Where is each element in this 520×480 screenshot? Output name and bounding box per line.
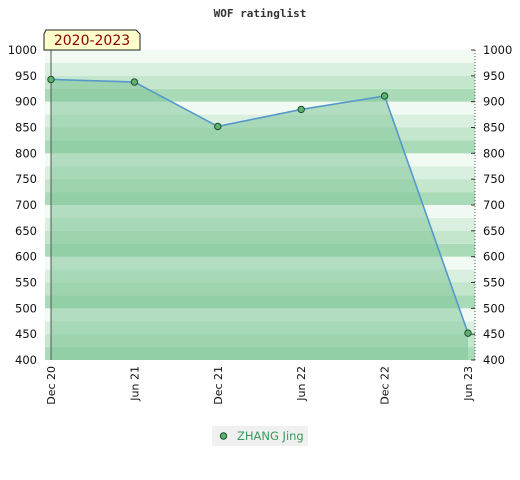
y-tick-label-left: 950 xyxy=(15,69,37,83)
series-line xyxy=(50,78,469,334)
x-tick-label: Jun 23 xyxy=(462,366,475,402)
y-tick-label-right: 700 xyxy=(483,198,505,212)
y-tick-label-right: 950 xyxy=(483,69,505,83)
y-tick-label-left: 450 xyxy=(15,327,37,341)
legend-box xyxy=(212,426,308,446)
data-point xyxy=(130,78,139,86)
period-badge-text: 2020-2023 xyxy=(54,33,130,49)
y-tick-label-right: 800 xyxy=(483,146,505,160)
legend-marker xyxy=(219,432,228,440)
legend: ZHANG Jing xyxy=(212,426,308,446)
y-tick-label-left: 900 xyxy=(15,95,37,109)
area-layer xyxy=(51,79,468,360)
y-tick-label-left: 850 xyxy=(15,121,37,135)
y-tick-label-left: 800 xyxy=(15,146,37,160)
legend-label: ZHANG Jing xyxy=(237,429,304,443)
data-point xyxy=(380,92,389,100)
data-point xyxy=(214,122,222,131)
x-tick-label: Jun 22 xyxy=(295,366,308,402)
y-tick-label-right: 850 xyxy=(483,121,505,135)
y-tick-label-right: 500 xyxy=(483,301,505,315)
grid-band xyxy=(45,75,475,89)
series-area xyxy=(51,79,468,360)
y-tick-label-right: 400 xyxy=(483,353,505,367)
grid-band xyxy=(45,62,475,76)
y-tick-label-left: 400 xyxy=(15,353,37,367)
axes: 1000 1000 950 950 900 900 850 850 800 800 750 750 70… xyxy=(8,43,513,405)
y-tick-label-right: 1000 xyxy=(483,43,512,57)
x-tick-label: Dec 22 xyxy=(379,366,392,405)
y-tick-label-right: 650 xyxy=(483,224,505,238)
y-tick-label-left: 700 xyxy=(15,198,37,212)
chart-title: WOF ratinglist xyxy=(214,7,307,20)
data-point xyxy=(47,75,55,84)
y-tick-label-right: 450 xyxy=(483,327,505,341)
data-marks xyxy=(47,75,472,337)
y-tick-label-left: 650 xyxy=(15,224,37,238)
y-tick-label-left: 500 xyxy=(15,301,37,315)
grid-band xyxy=(45,50,475,63)
y-tick-label-right: 750 xyxy=(483,172,505,186)
y-tick-label-left: 1000 xyxy=(8,43,37,57)
x-tick-label: Dec 20 xyxy=(45,366,58,405)
y-tick-label-right: 550 xyxy=(483,276,505,290)
y-tick-label-left: 600 xyxy=(15,250,37,264)
data-point xyxy=(464,329,472,337)
y-tick-label-right: 900 xyxy=(483,95,505,109)
y-tick-label-right: 600 xyxy=(483,250,505,264)
y-tick-label-left: 550 xyxy=(15,276,37,290)
period-badge: 2020-2023 xyxy=(43,29,141,51)
data-point xyxy=(297,105,305,114)
x-tick-label: Dec 21 xyxy=(212,366,225,405)
y-tick-label-left: 750 xyxy=(15,172,37,186)
x-tick-label: Jun 21 xyxy=(128,366,141,402)
period-badge-shape xyxy=(43,29,141,51)
